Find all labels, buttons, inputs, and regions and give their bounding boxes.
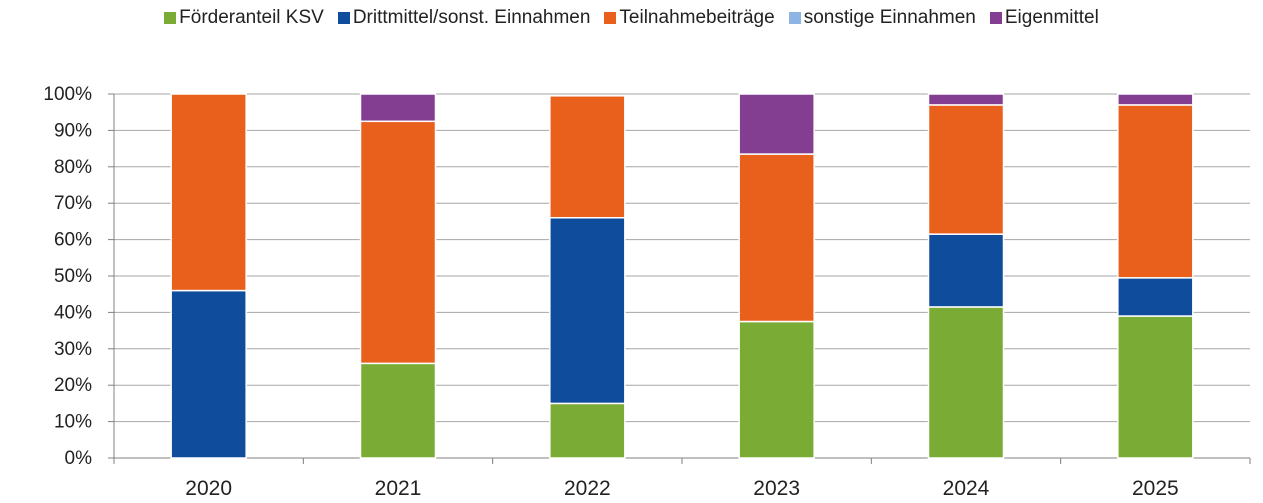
bar-segment [927, 306, 1005, 459]
x-tick-label: 2023 [753, 477, 800, 500]
legend-item: Eigenmittel [989, 7, 1099, 29]
y-tick-label: 70% [54, 193, 92, 214]
bar-segment [927, 93, 1005, 106]
legend-label: sonstige Einnahmen [803, 7, 976, 28]
legend-label: Drittmittel/sonst. Einnahmen [352, 7, 591, 28]
y-tick-label: 40% [54, 302, 92, 323]
y-tick-label: 60% [54, 230, 92, 251]
y-tick-label: 90% [54, 120, 92, 141]
x-tick-label: 2021 [375, 477, 422, 500]
bar-segment [927, 104, 1005, 235]
y-tick-label: 0% [65, 448, 93, 469]
bar-segment [927, 233, 1005, 308]
x-tick-label: 2020 [185, 477, 232, 500]
bar-segment [738, 93, 815, 155]
legend: Förderanteil KSV Drittmittel/sonst. Einna… [0, 4, 1263, 32]
legend-label: Teilnahmebeiträge [619, 7, 775, 28]
legend-swatch [164, 12, 177, 24]
x-tick-label: 2025 [1132, 477, 1179, 500]
bar-segment [1117, 93, 1194, 106]
y-tick-label: 80% [54, 157, 92, 178]
x-tick-label: 2024 [943, 477, 990, 500]
legend-swatch [788, 12, 801, 24]
legend-swatch [989, 12, 1002, 24]
y-tick-label: 10% [54, 412, 92, 433]
bar-segment [549, 217, 626, 405]
legend-item: Teilnahmebeiträge [604, 7, 775, 29]
legend-item: sonstige Einnahmen [788, 7, 976, 29]
bar-segment [738, 320, 815, 459]
bar-segment [738, 153, 815, 323]
y-tick-label: 50% [54, 266, 92, 287]
legend-label: Eigenmittel [1004, 7, 1099, 28]
bar-segment [549, 95, 626, 219]
bar-segment [359, 362, 437, 459]
x-tick-label: 2022 [564, 477, 611, 500]
y-tick-label: 20% [54, 375, 92, 396]
bar-segment [1117, 315, 1194, 459]
bar-segment [549, 402, 626, 459]
bar-segment [359, 120, 437, 365]
legend-label: Förderanteil KSV [179, 7, 324, 28]
legend-swatch [604, 12, 617, 24]
y-tick-label: 30% [54, 339, 92, 360]
bar-segment [170, 289, 247, 459]
legend-swatch [337, 12, 350, 24]
bar-segment [170, 93, 247, 292]
bar-segment [1117, 104, 1194, 279]
legend-item: Förderanteil KSV [164, 7, 324, 29]
bar-segment [359, 93, 437, 123]
legend-item: Drittmittel/sonst. Einnahmen [337, 7, 591, 29]
y-tick-label: 100% [43, 84, 92, 105]
bar-segment [1117, 277, 1194, 317]
